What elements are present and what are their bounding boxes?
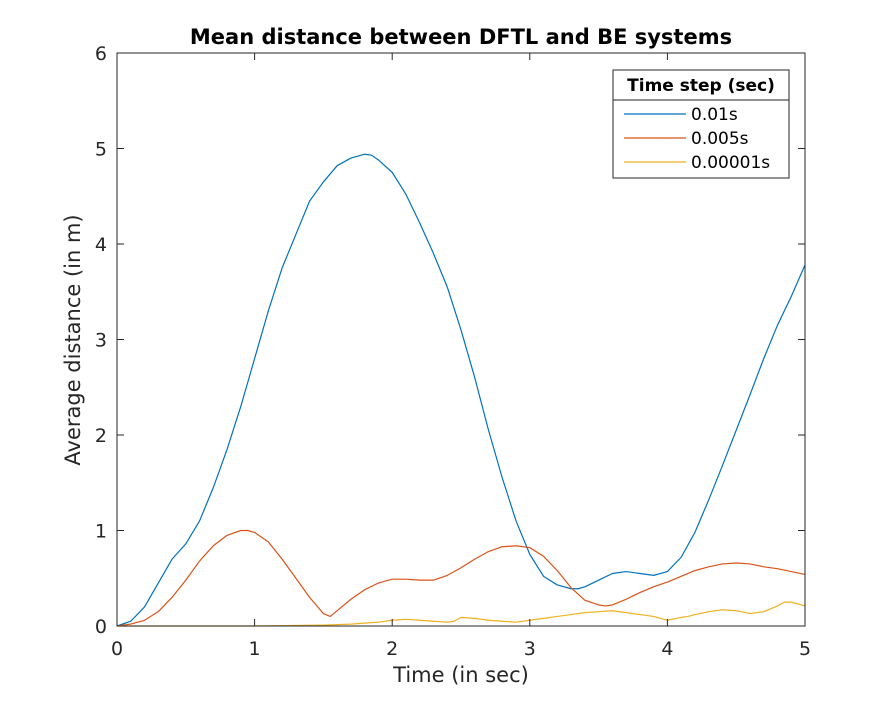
y-tick-label-2: 2	[95, 425, 107, 447]
x-axis-label: Time (in sec)	[392, 663, 529, 687]
x-tick-label-0: 0	[111, 638, 123, 660]
legend-title: Time step (sec)	[627, 76, 775, 96]
legend-label-1: 0.005s	[691, 129, 749, 149]
x-tick-label-1: 1	[249, 638, 261, 660]
chart-title: Mean distance between DFTL and BE system…	[190, 25, 732, 49]
x-tick-label-5: 5	[799, 638, 811, 660]
legend-label-0: 0.01s	[691, 105, 738, 125]
legend: Time step (sec) 0.01s 0.005s 0.00001s	[612, 69, 790, 179]
legend-label-2: 0.00001s	[691, 153, 770, 173]
y-tick-label-5: 5	[95, 139, 107, 161]
y-axis-label: Average distance (in m)	[61, 214, 85, 465]
y-tick-label-0: 0	[95, 616, 107, 638]
x-tick-label-2: 2	[386, 638, 398, 660]
x-tick-label-4: 4	[661, 638, 673, 660]
ticks-layer: 0 1 2 3 4 5 0 1 2 3 4 5 6	[95, 43, 811, 660]
series-line-1	[116, 529, 806, 627]
x-tick-label-3: 3	[524, 638, 536, 660]
y-tick-label-6: 6	[95, 43, 107, 65]
series-layer	[116, 153, 806, 627]
y-tick-label-1: 1	[95, 521, 107, 543]
series-line-2	[117, 601, 806, 627]
legend-entries: 0.01s 0.005s 0.00001s	[624, 105, 770, 173]
legend-box	[612, 69, 790, 179]
y-tick-label-3: 3	[95, 330, 107, 352]
y-tick-label-4: 4	[95, 234, 107, 256]
series-line-0	[116, 153, 806, 627]
